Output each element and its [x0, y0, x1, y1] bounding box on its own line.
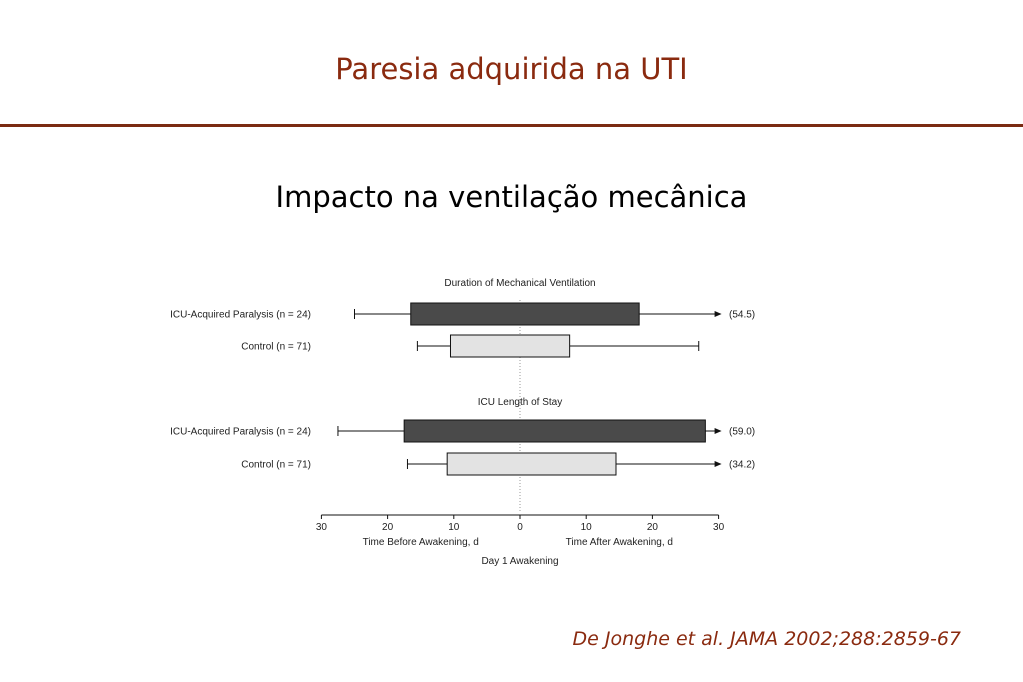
panel-title: Duration of Mechanical Ventilation [444, 278, 595, 289]
max-value-label: (34.2) [729, 460, 755, 471]
iqr-box [410, 302, 640, 326]
x-axis-label-center: Day 1 Awakening [481, 556, 558, 567]
max-value-label: (54.5) [729, 310, 755, 321]
x-tick-label: 0 [517, 522, 523, 533]
row-label: Control (n = 71) [241, 342, 311, 353]
x-tick-label: 30 [713, 522, 725, 533]
iqr-box [446, 452, 617, 476]
iqr-box [449, 334, 571, 358]
whisker-arrow [714, 428, 722, 434]
title-divider [0, 124, 1023, 127]
row-label: ICU-Acquired Paralysis (n = 24) [170, 310, 311, 321]
max-value-label: (59.0) [729, 427, 755, 438]
slide-subtitle: Impacto na ventilação mecânica [275, 180, 748, 214]
row-label: ICU-Acquired Paralysis (n = 24) [170, 427, 311, 438]
x-axis-label-left: Time Before Awakening, d [363, 537, 479, 548]
x-tick-label: 10 [581, 522, 593, 533]
row-label: Control (n = 71) [241, 460, 311, 471]
x-axis-label-right: Time After Awakening, d [566, 537, 673, 548]
slide-title: Paresia adquirida na UTI [335, 52, 688, 86]
whisker-arrow [714, 461, 722, 467]
x-tick-label: 20 [647, 522, 659, 533]
x-tick-label: 10 [448, 522, 460, 533]
citation: De Jonghe et al. JAMA 2002;288:2859-67 [572, 628, 961, 650]
x-tick-label: 30 [316, 522, 328, 533]
whisker-arrow [714, 311, 722, 317]
iqr-box [403, 419, 706, 443]
x-tick-label: 20 [382, 522, 394, 533]
panel-title: ICU Length of Stay [478, 397, 563, 408]
